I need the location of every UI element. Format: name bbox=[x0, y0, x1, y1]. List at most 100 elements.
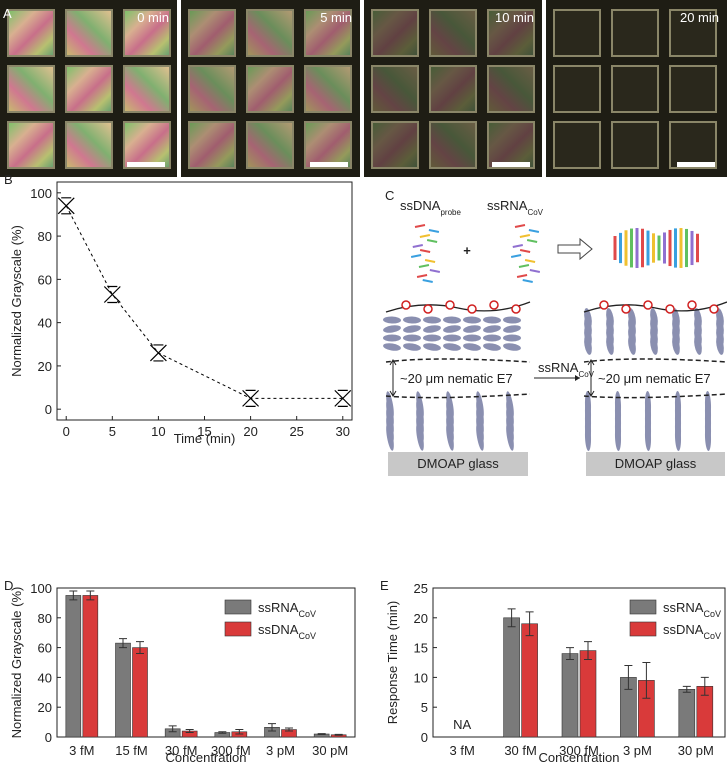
y-tick-label: 40 bbox=[38, 316, 52, 331]
nucleotide bbox=[410, 254, 422, 258]
target-label-main: ssRNA bbox=[487, 198, 528, 213]
lc-molecule bbox=[476, 423, 484, 451]
lc-molecule bbox=[403, 316, 421, 324]
legend-swatch bbox=[224, 599, 252, 615]
x-tick-label: 30 pM bbox=[312, 743, 348, 758]
lc-texture bbox=[125, 67, 169, 111]
charge bbox=[599, 300, 609, 310]
legend-label: ssDNACoV bbox=[663, 622, 721, 641]
lc-molecule bbox=[694, 335, 702, 355]
dashed-boundary bbox=[385, 393, 531, 399]
legend-name: ssRNA bbox=[258, 600, 299, 615]
nucleotide bbox=[424, 259, 436, 263]
nucleotide bbox=[412, 244, 423, 248]
nucleotide bbox=[514, 224, 526, 228]
lc-molecule bbox=[443, 334, 461, 342]
annotation: NA bbox=[453, 717, 471, 732]
lc-texture bbox=[190, 11, 234, 55]
nucleotide bbox=[516, 274, 528, 278]
legend-name: ssDNA bbox=[663, 622, 704, 637]
error-bar bbox=[235, 729, 244, 735]
lc-molecule bbox=[383, 325, 401, 333]
x-tick-label: 30 fM bbox=[504, 743, 537, 758]
marker bbox=[57, 197, 75, 215]
charge bbox=[511, 304, 521, 314]
x-tick-label: 10 bbox=[151, 424, 165, 439]
lc-molecule bbox=[483, 316, 501, 324]
y-tick-label: 80 bbox=[38, 229, 52, 244]
lc-texture bbox=[190, 67, 234, 111]
x-tick-label: 300 fM bbox=[559, 743, 599, 758]
error-bar bbox=[268, 723, 276, 732]
chart: E 0 5 10 15 20 25 Response Time (min) Concentrat… bbox=[380, 578, 726, 765]
process-label-sub: CoV bbox=[578, 370, 594, 379]
grid-square bbox=[553, 121, 601, 169]
legend-name: ssRNA bbox=[663, 600, 704, 615]
x-tick-label: 3 fM bbox=[69, 743, 94, 758]
grid-square bbox=[553, 65, 601, 113]
x-tick-label: 30 pM bbox=[678, 743, 714, 758]
target-label: ssRNACoV bbox=[487, 198, 544, 217]
x-tick-label: 20 bbox=[243, 424, 257, 439]
lc-molecule bbox=[606, 335, 614, 355]
nucleotide bbox=[518, 264, 530, 268]
lc-molecule bbox=[403, 343, 421, 351]
nucleotide bbox=[422, 279, 433, 283]
lc-molecule bbox=[584, 335, 592, 355]
y-tick-label: 80 bbox=[38, 611, 52, 626]
scale-bar bbox=[492, 162, 530, 167]
lc-molecule bbox=[716, 335, 724, 355]
legend-swatch bbox=[629, 599, 657, 615]
error-bar bbox=[136, 641, 144, 655]
lc-molecule bbox=[463, 343, 481, 351]
lc-molecule bbox=[386, 423, 394, 451]
charge bbox=[621, 304, 631, 314]
lc-molecule bbox=[650, 335, 658, 355]
double-arrow bbox=[587, 359, 595, 397]
lc-texture bbox=[489, 123, 533, 167]
nucleotide bbox=[416, 274, 428, 278]
legend-subscript: CoV bbox=[298, 609, 316, 619]
nucleotide bbox=[524, 259, 536, 263]
y-axis-title: Normalized Grayscale (%) bbox=[9, 587, 24, 739]
charge bbox=[401, 300, 411, 310]
x-tick-label: 15 bbox=[197, 424, 211, 439]
lc-molecule bbox=[443, 325, 461, 333]
y-tick-label: 5 bbox=[421, 700, 428, 715]
error-bar bbox=[642, 662, 651, 699]
substrate bbox=[388, 452, 528, 476]
grid-square bbox=[669, 9, 717, 57]
plot-frame bbox=[56, 181, 353, 421]
legend-label: ssDNACoV bbox=[258, 622, 316, 641]
grid-square bbox=[611, 121, 659, 169]
plot-frame bbox=[432, 587, 726, 738]
double-arrow bbox=[389, 359, 397, 397]
lc-molecule bbox=[403, 334, 421, 342]
charge bbox=[687, 300, 697, 310]
nucleotide bbox=[519, 234, 531, 238]
lc-texture bbox=[9, 11, 53, 55]
x-tick-label: 30 bbox=[336, 424, 350, 439]
layer-label: ~20 μm nematic E7 bbox=[598, 371, 711, 386]
nucleotide bbox=[418, 264, 430, 268]
lc-molecule bbox=[483, 325, 501, 333]
y-tick-label: 20 bbox=[38, 359, 52, 374]
lc-molecule bbox=[674, 423, 682, 451]
lc-texture bbox=[248, 67, 292, 111]
y-tick-label: 0 bbox=[421, 730, 428, 745]
lc-molecule bbox=[446, 423, 454, 451]
legend-swatch bbox=[224, 621, 252, 637]
lc-molecule bbox=[416, 423, 424, 451]
bar bbox=[65, 595, 82, 738]
lc-texture bbox=[248, 123, 292, 167]
marker bbox=[103, 285, 121, 304]
plot-frame bbox=[56, 587, 356, 738]
time-label: 5 min bbox=[320, 10, 352, 25]
y-tick-label: 100 bbox=[30, 186, 52, 201]
micrograph: 5 min bbox=[181, 0, 360, 177]
grid-square bbox=[611, 9, 659, 57]
charge bbox=[423, 304, 433, 314]
y-axis-title: Response Time (min) bbox=[385, 601, 400, 725]
